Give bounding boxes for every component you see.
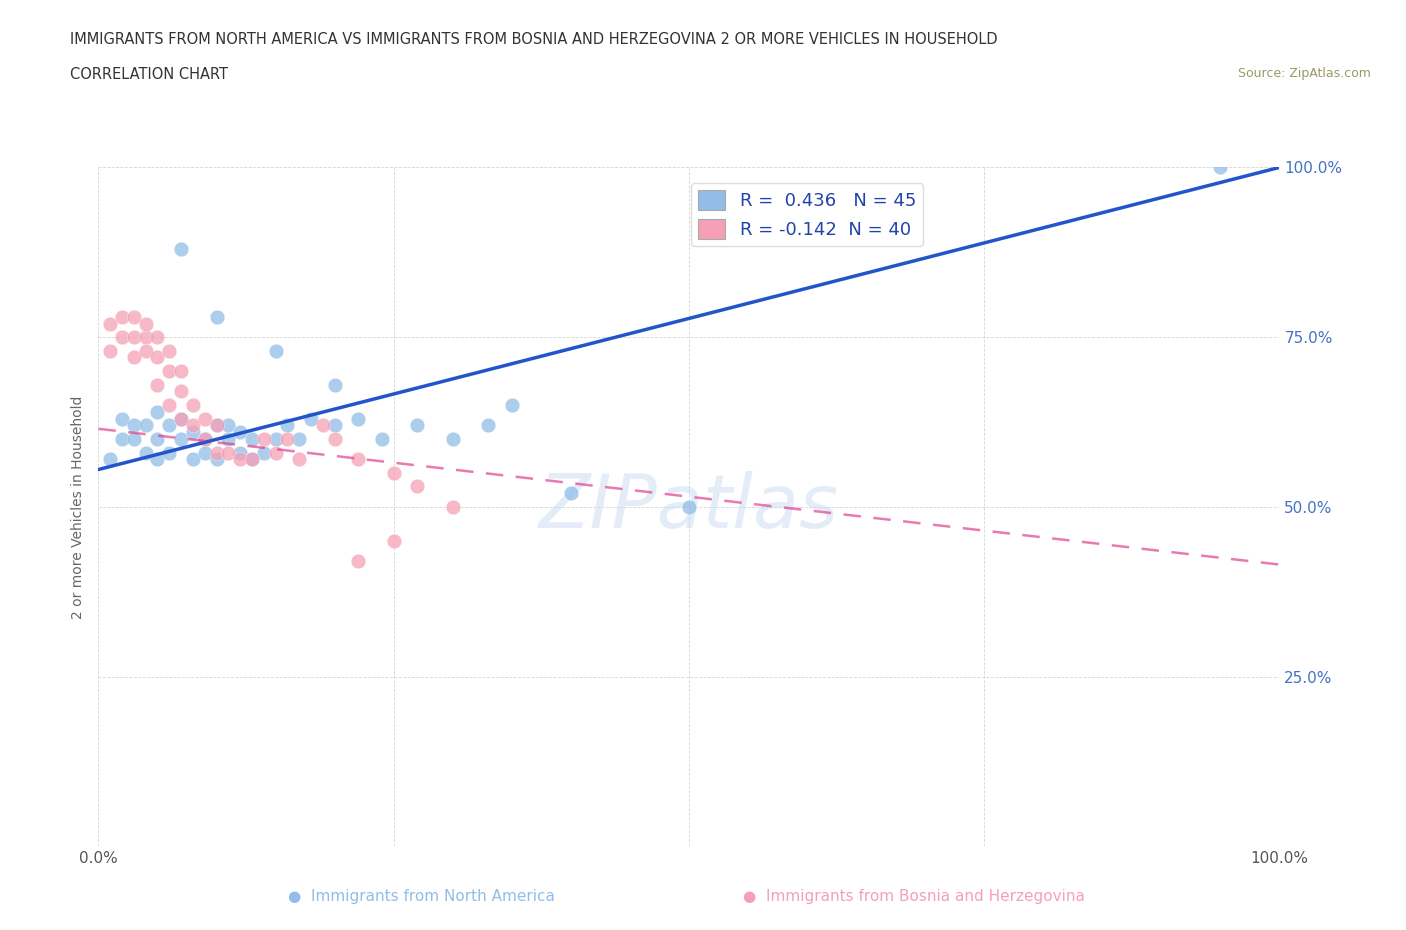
Point [501,398,523,413]
Point [217,445,239,460]
Point [181,425,204,440]
Point [205,452,228,467]
Point [347,553,370,568]
Point [229,445,252,460]
Text: Source: ZipAtlas.com: Source: ZipAtlas.com [1237,67,1371,80]
Point [276,432,298,446]
Point [98,343,121,358]
Point [157,343,180,358]
Point [347,452,370,467]
Point [477,418,499,432]
Point [157,418,180,432]
Point [122,310,145,325]
Point [406,479,429,494]
Point [194,432,217,446]
Point [276,418,298,432]
Point [406,418,429,432]
Point [194,432,217,446]
Point [111,411,134,426]
Point [181,452,204,467]
Point [240,432,263,446]
Point [288,452,311,467]
Point [253,445,276,460]
Point [111,310,134,325]
Point [146,452,169,467]
Legend: R =  0.436   N = 45, R = -0.142  N = 40: R = 0.436 N = 45, R = -0.142 N = 40 [690,183,924,246]
Point [122,432,145,446]
Point [323,378,346,392]
Point [170,432,193,446]
Point [678,499,700,514]
Point [323,432,346,446]
Point [111,432,134,446]
Point [135,330,157,345]
Point [98,316,121,331]
Point [288,432,311,446]
Point [122,350,145,365]
Text: ●  Immigrants from North America: ● Immigrants from North America [288,889,555,904]
Point [217,432,239,446]
Point [170,384,193,399]
Point [323,418,346,432]
Point [181,418,204,432]
Point [229,425,252,440]
Point [157,398,180,413]
Point [240,452,263,467]
Text: CORRELATION CHART: CORRELATION CHART [70,67,228,82]
Point [205,310,228,325]
Point [170,411,193,426]
Point [229,452,252,467]
Point [205,418,228,432]
Text: ZIPatlas: ZIPatlas [538,471,839,543]
Point [157,445,180,460]
Point [181,398,204,413]
Point [382,466,405,481]
Text: ●  Immigrants from Bosnia and Herzegovina: ● Immigrants from Bosnia and Herzegovina [742,889,1085,904]
Point [264,445,287,460]
Point [312,418,335,432]
Point [264,343,287,358]
Point [441,499,464,514]
Point [194,411,217,426]
Point [1209,160,1232,175]
Point [146,330,169,345]
Point [240,452,263,467]
Y-axis label: 2 or more Vehicles in Household: 2 or more Vehicles in Household [72,395,86,618]
Point [146,350,169,365]
Point [122,418,145,432]
Point [135,316,157,331]
Point [135,418,157,432]
Point [146,432,169,446]
Text: IMMIGRANTS FROM NORTH AMERICA VS IMMIGRANTS FROM BOSNIA AND HERZEGOVINA 2 OR MOR: IMMIGRANTS FROM NORTH AMERICA VS IMMIGRA… [70,32,998,46]
Point [146,378,169,392]
Point [205,445,228,460]
Point [170,411,193,426]
Point [146,405,169,419]
Point [205,418,228,432]
Point [170,242,193,257]
Point [441,432,464,446]
Point [135,343,157,358]
Point [98,452,121,467]
Point [560,485,582,500]
Point [135,445,157,460]
Point [371,432,394,446]
Point [382,534,405,549]
Point [253,432,276,446]
Point [299,411,322,426]
Point [264,432,287,446]
Point [122,330,145,345]
Point [111,330,134,345]
Point [217,418,239,432]
Point [194,445,217,460]
Point [157,364,180,379]
Point [170,364,193,379]
Point [347,411,370,426]
